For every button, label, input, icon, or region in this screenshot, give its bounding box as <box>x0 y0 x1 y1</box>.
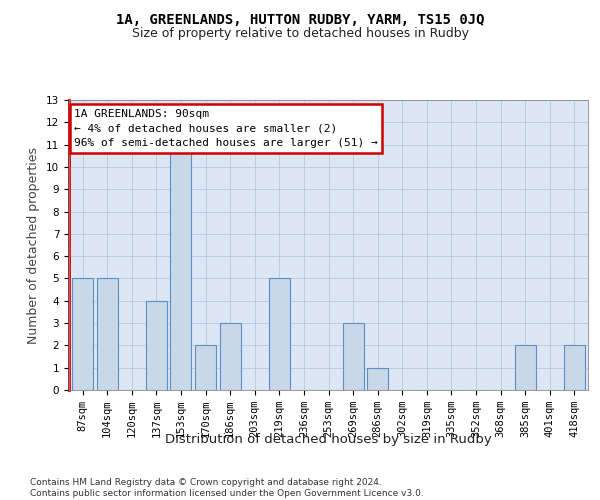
Bar <box>146 301 167 390</box>
Bar <box>515 346 536 390</box>
Bar <box>269 278 290 390</box>
Text: Contains HM Land Registry data © Crown copyright and database right 2024.
Contai: Contains HM Land Registry data © Crown c… <box>30 478 424 498</box>
Text: 1A GREENLANDS: 90sqm
← 4% of detached houses are smaller (2)
96% of semi-detache: 1A GREENLANDS: 90sqm ← 4% of detached ho… <box>74 108 378 148</box>
Bar <box>195 346 216 390</box>
Text: Size of property relative to detached houses in Rudby: Size of property relative to detached ho… <box>131 28 469 40</box>
Bar <box>367 368 388 390</box>
Bar <box>564 346 585 390</box>
Bar <box>170 144 191 390</box>
Bar <box>343 323 364 390</box>
Bar <box>72 278 93 390</box>
Bar <box>220 323 241 390</box>
Bar <box>97 278 118 390</box>
Text: Distribution of detached houses by size in Rudby: Distribution of detached houses by size … <box>166 432 492 446</box>
Text: 1A, GREENLANDS, HUTTON RUDBY, YARM, TS15 0JQ: 1A, GREENLANDS, HUTTON RUDBY, YARM, TS15… <box>116 12 484 26</box>
Y-axis label: Number of detached properties: Number of detached properties <box>28 146 40 344</box>
